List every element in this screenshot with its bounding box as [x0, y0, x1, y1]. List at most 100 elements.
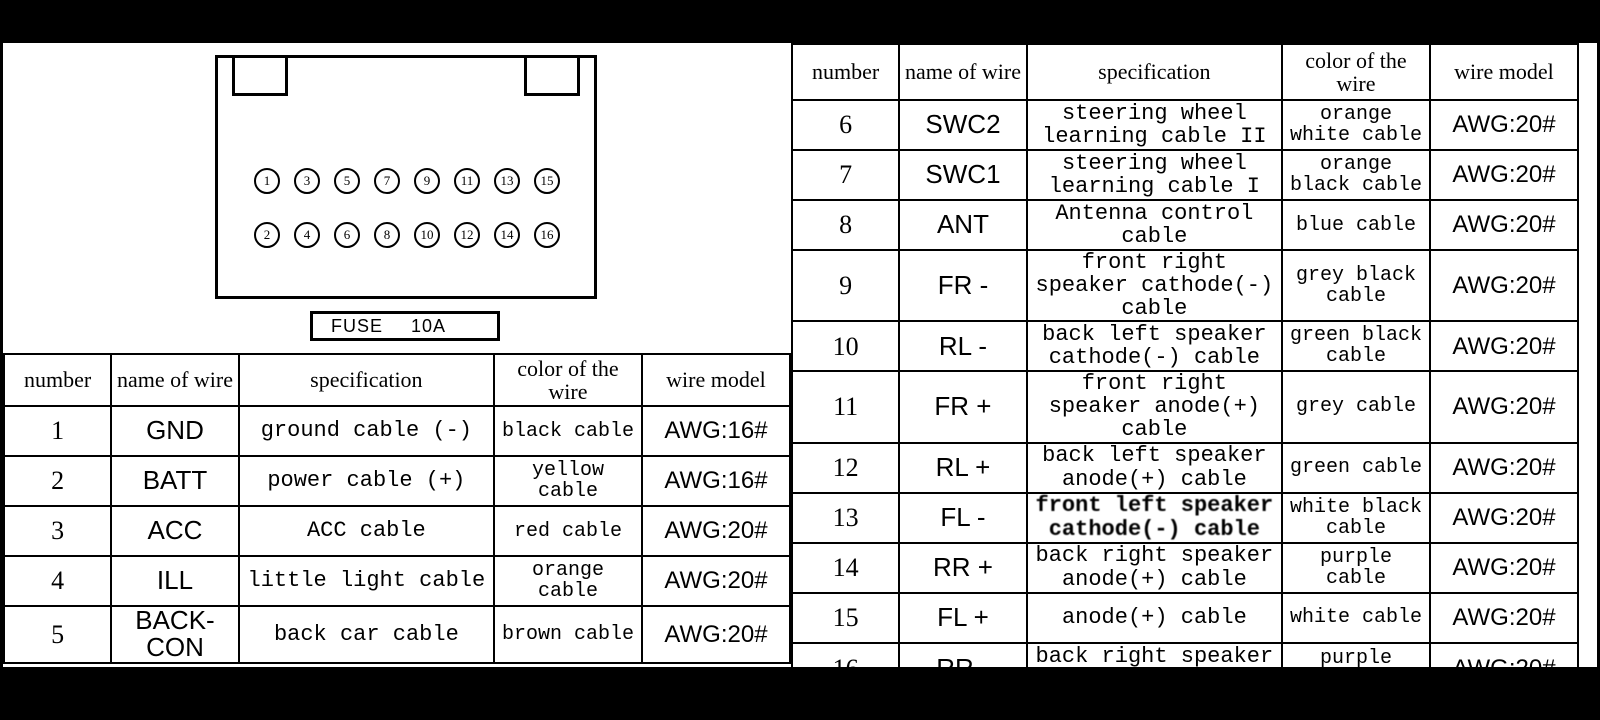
cell-wire-name: FR +: [899, 371, 1027, 442]
header-row: numbername of wirespecificationcolor of …: [4, 354, 790, 406]
cell-wire-model: AWG:16#: [642, 456, 790, 506]
cell-wire-name: BATT: [111, 456, 239, 506]
cell-wire-model: AWG:20#: [1430, 100, 1578, 150]
cell-specification: steering wheel learning cable II: [1027, 100, 1282, 150]
cell-number: 8: [792, 200, 899, 250]
cell-color: red cable: [494, 506, 642, 556]
header-color: color of the wire: [494, 354, 642, 406]
cell-number: 11: [792, 371, 899, 442]
cell-number: 13: [792, 493, 899, 543]
left-wire-table: numbername of wirespecificationcolor of …: [3, 353, 791, 664]
sheet: 13579111315246810121416 FUSE 10A numbern…: [0, 0, 1600, 720]
cell-wire-model: AWG:20#: [1430, 543, 1578, 593]
table-row: 8ANTAntenna control cableblue cableAWG:2…: [792, 200, 1578, 250]
cell-wire-model: AWG:20#: [642, 606, 790, 663]
cell-number: 14: [792, 543, 899, 593]
connector-pins: 13579111315246810121416: [218, 58, 594, 296]
table-row: 3ACCACC cablered cableAWG:20#: [4, 506, 790, 556]
header-number: number: [792, 44, 899, 100]
pin-5: 5: [334, 168, 360, 194]
cell-number: 4: [4, 556, 111, 606]
cell-specification: back right speaker cathode(-) cable: [1027, 643, 1282, 695]
table-row: 14RR +back right speaker anode(+) cablep…: [792, 543, 1578, 593]
cell-wire-name: SWC2: [899, 100, 1027, 150]
cell-specification: steering wheel learning cable I: [1027, 150, 1282, 200]
cell-specification: back left speaker anode(+) cable: [1027, 443, 1282, 493]
cell-wire-name: RR +: [899, 543, 1027, 593]
cell-color: white cable: [1282, 593, 1430, 643]
cell-specification: Antenna control cable: [1027, 200, 1282, 250]
header-color: color of the wire: [1282, 44, 1430, 100]
cell-color: orange black cable: [1282, 150, 1430, 200]
pin-14: 14: [494, 222, 520, 248]
cell-specification: power cable (+): [239, 456, 494, 506]
cell-wire-model: AWG:20#: [1430, 321, 1578, 371]
cell-color: yellow cable: [494, 456, 642, 506]
cell-specification: front left speaker cathode(-) cable: [1027, 493, 1282, 543]
pin-16: 16: [534, 222, 560, 248]
cell-specification: back car cable: [239, 606, 494, 663]
pin-1: 1: [254, 168, 280, 194]
paper: 13579111315246810121416 FUSE 10A numbern…: [0, 40, 1600, 670]
cell-color: orange white cable: [1282, 100, 1430, 150]
pin-15: 15: [534, 168, 560, 194]
cell-specification: ground cable (-): [239, 406, 494, 456]
table-row: 9FR -front right speaker cathode(-) cabl…: [792, 250, 1578, 321]
cell-wire-model: AWG:20#: [1430, 150, 1578, 200]
cell-wire-name: SWC1: [899, 150, 1027, 200]
cell-wire-model: AWG:20#: [642, 506, 790, 556]
cell-color: green cable: [1282, 443, 1430, 493]
table-row: 1GNDground cable (-)black cableAWG:16#: [4, 406, 790, 456]
cell-wire-name: FL +: [899, 593, 1027, 643]
cell-number: 6: [792, 100, 899, 150]
cell-wire-name: RL -: [899, 321, 1027, 371]
header-spec: specification: [1027, 44, 1282, 100]
cell-wire-name: ACC: [111, 506, 239, 556]
fuse-label-box: FUSE 10A: [310, 311, 500, 341]
header-row: numbername of wirespecificationcolor of …: [792, 44, 1578, 100]
cell-number: 12: [792, 443, 899, 493]
cell-number: 1: [4, 406, 111, 456]
table-row: 12RL +back left speaker anode(+) cablegr…: [792, 443, 1578, 493]
cell-color: brown cable: [494, 606, 642, 663]
pin-9: 9: [414, 168, 440, 194]
cell-color: purple black cable: [1282, 643, 1430, 695]
connector-diagram: 13579111315246810121416 FUSE 10A: [215, 55, 597, 353]
table-row: 11FR +front right speaker anode(+) cable…: [792, 371, 1578, 442]
table-row: 10RL -back left speaker cathode(-) cable…: [792, 321, 1578, 371]
pin-11: 11: [454, 168, 480, 194]
cell-number: 10: [792, 321, 899, 371]
cell-number: 3: [4, 506, 111, 556]
cell-color: grey black cable: [1282, 250, 1430, 321]
header-name: name of wire: [111, 354, 239, 406]
cell-wire-model: AWG:20#: [1430, 371, 1578, 442]
table-row: 4ILLlittle light cableorange cableAWG:20…: [4, 556, 790, 606]
table-row: 15FL +anode(+) cablewhite cableAWG:20#: [792, 593, 1578, 643]
cell-wire-model: AWG:20#: [1430, 443, 1578, 493]
header-model: wire model: [1430, 44, 1578, 100]
cell-wire-name: RL +: [899, 443, 1027, 493]
pin-3: 3: [294, 168, 320, 194]
cell-wire-name: FR -: [899, 250, 1027, 321]
cell-wire-name: FL -: [899, 493, 1027, 543]
pin-4: 4: [294, 222, 320, 248]
fuse-text: FUSE: [331, 314, 383, 338]
table-row: 2BATTpower cable (+)yellow cableAWG:16#: [4, 456, 790, 506]
cell-specification: back right speaker anode(+) cable: [1027, 543, 1282, 593]
cell-color: orange cable: [494, 556, 642, 606]
cell-color: white black cable: [1282, 493, 1430, 543]
cell-number: 9: [792, 250, 899, 321]
cell-color: blue cable: [1282, 200, 1430, 250]
pin-2: 2: [254, 222, 280, 248]
cell-wire-model: AWG:20#: [1430, 200, 1578, 250]
cell-number: 15: [792, 593, 899, 643]
cell-wire-name: BACK-CON: [111, 606, 239, 663]
pin-13: 13: [494, 168, 520, 194]
cell-number: 7: [792, 150, 899, 200]
header-name: name of wire: [899, 44, 1027, 100]
table-row: 7SWC1steering wheel learning cable Ioran…: [792, 150, 1578, 200]
cell-specification: ACC cable: [239, 506, 494, 556]
cell-specification: front right speaker anode(+) cable: [1027, 371, 1282, 442]
cell-color: grey cable: [1282, 371, 1430, 442]
cell-specification: little light cable: [239, 556, 494, 606]
